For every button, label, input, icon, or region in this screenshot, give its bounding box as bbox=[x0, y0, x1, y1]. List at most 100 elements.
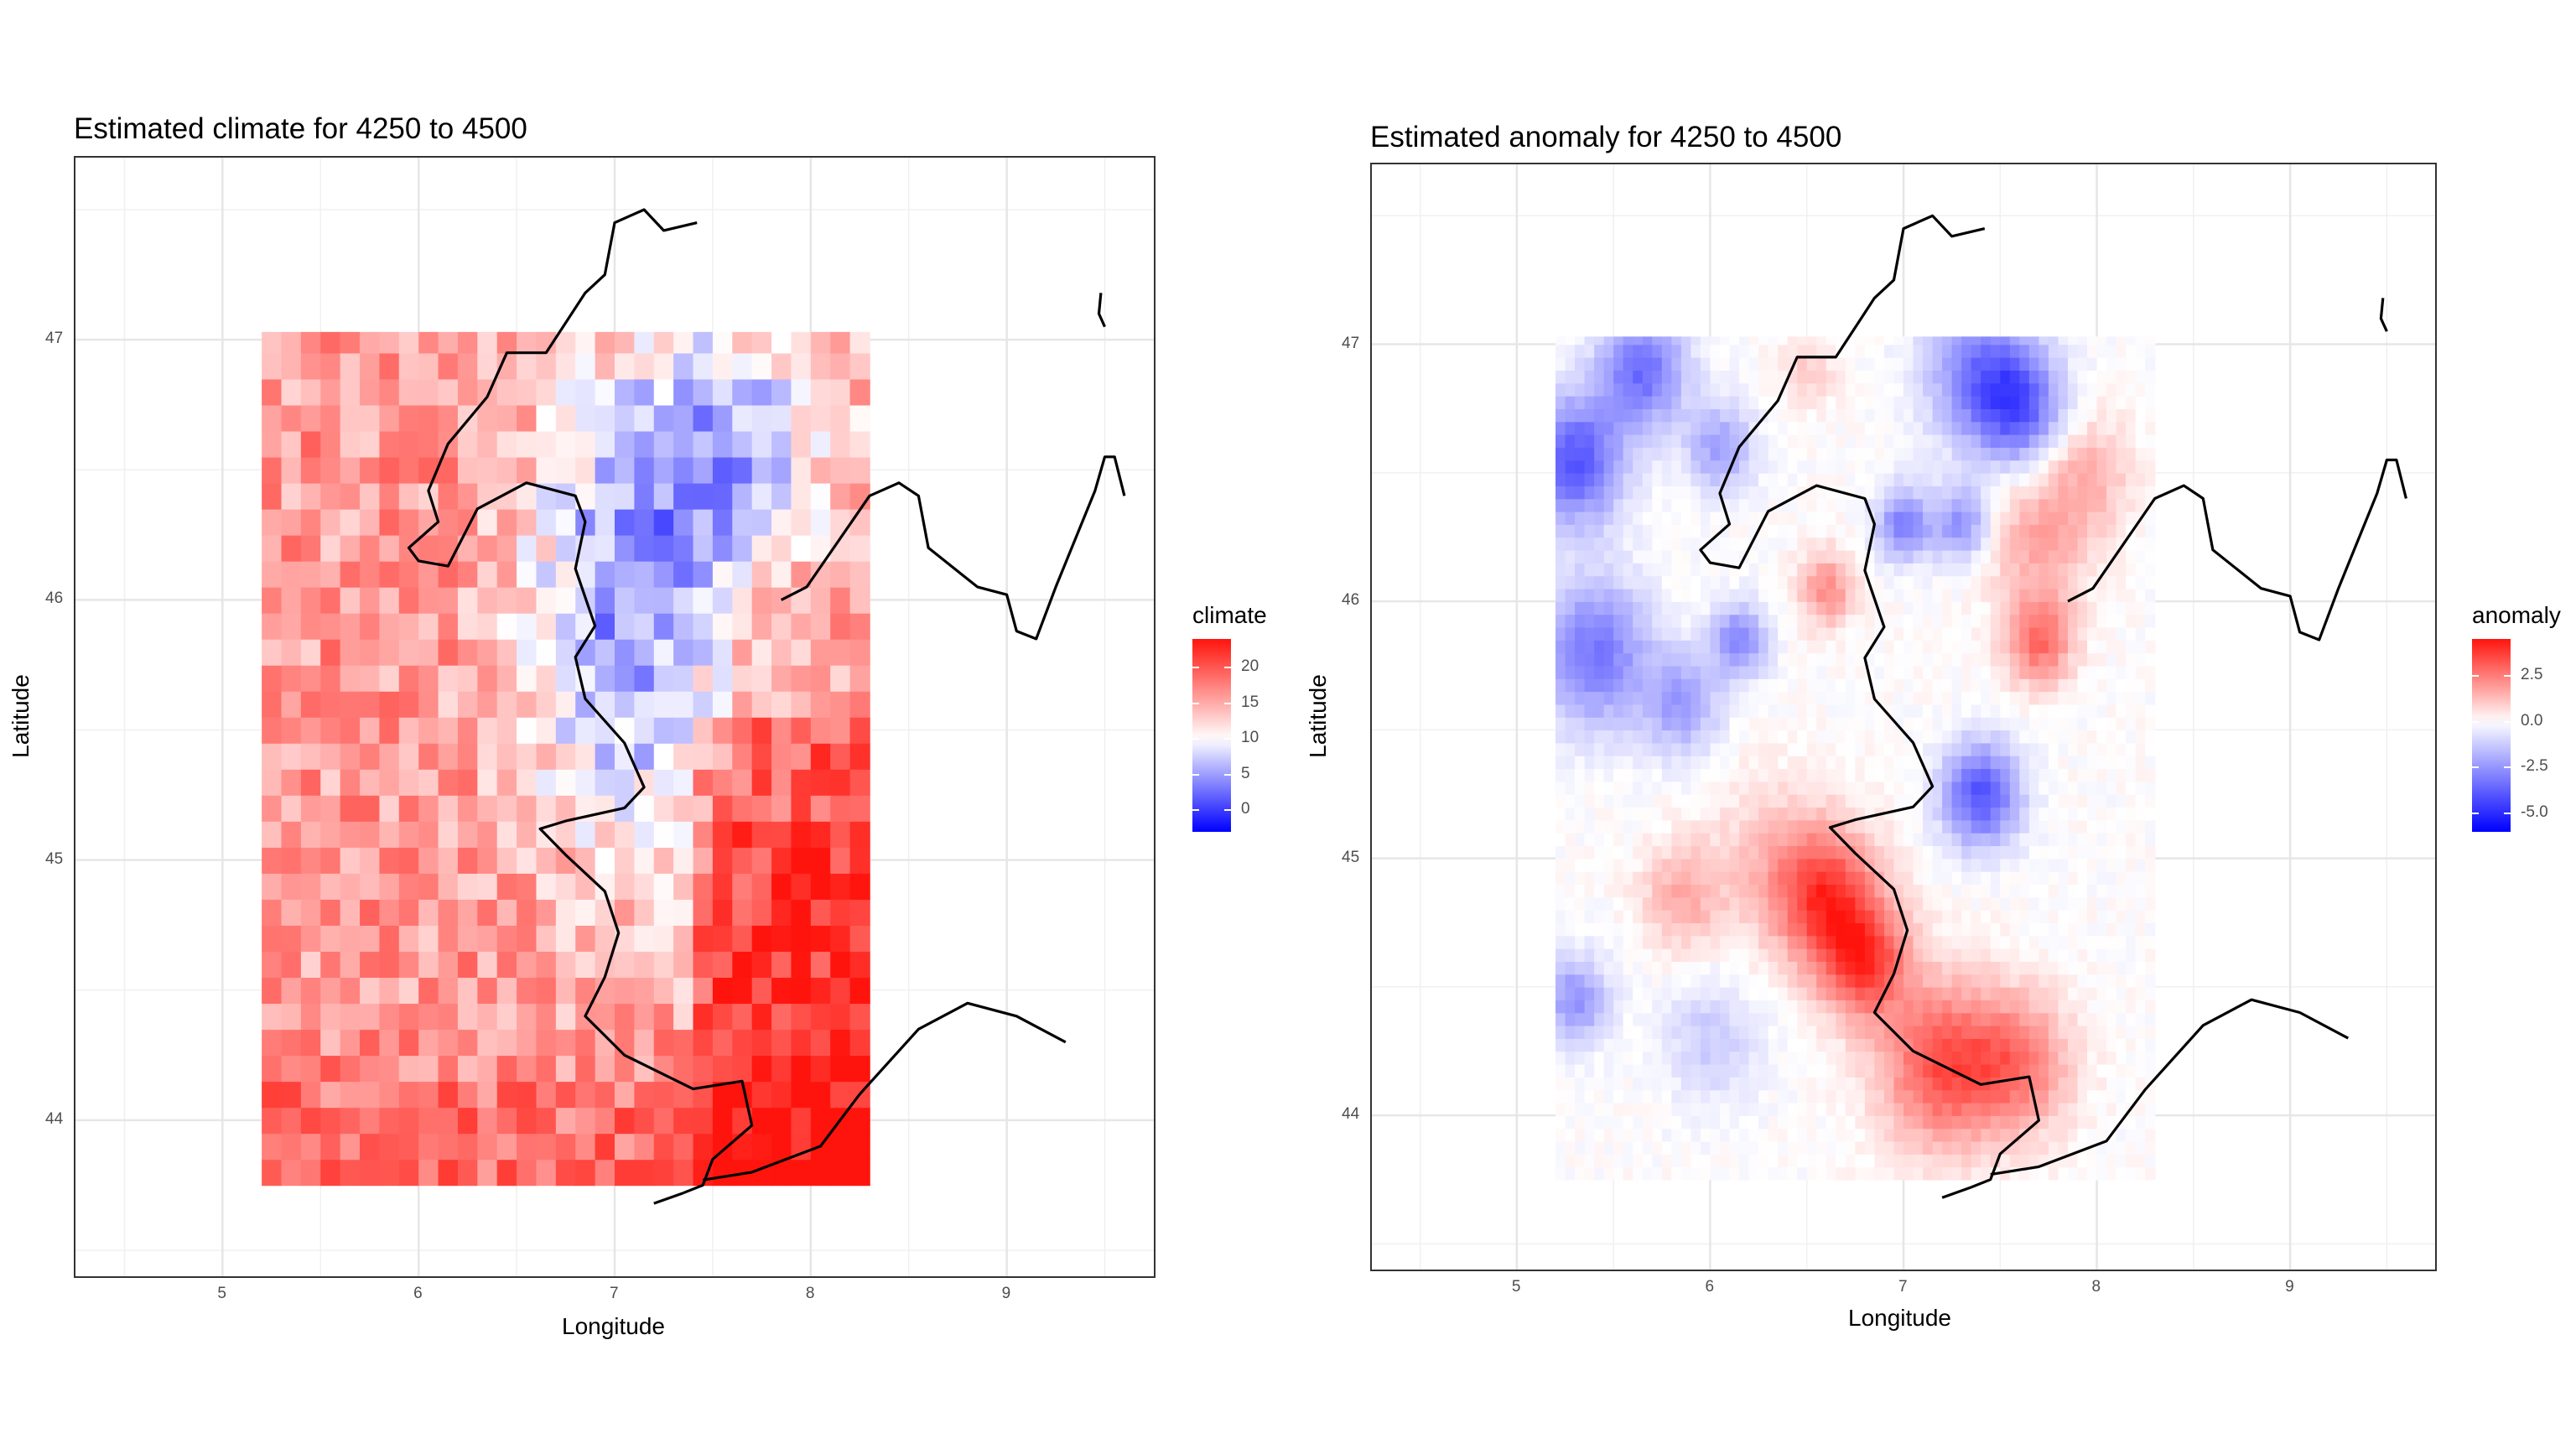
raster-cell bbox=[555, 977, 577, 1005]
raster-cell bbox=[1806, 1166, 1818, 1181]
raster-cell bbox=[1836, 336, 1846, 345]
raster-cell bbox=[1739, 588, 1750, 602]
raster-cell bbox=[2087, 1102, 2098, 1116]
raster-cell bbox=[2028, 460, 2040, 474]
raster-cell bbox=[2058, 807, 2069, 821]
raster-cell bbox=[2096, 421, 2107, 435]
raster-cell bbox=[2058, 1115, 2069, 1130]
raster-cell bbox=[1680, 336, 1692, 345]
raster-cell bbox=[1575, 819, 1586, 834]
raster-cell bbox=[1623, 948, 1634, 962]
raster-cell bbox=[2028, 421, 2040, 435]
raster-cell bbox=[418, 612, 439, 640]
raster-cell bbox=[1961, 704, 1972, 718]
raster-cell bbox=[2087, 717, 2098, 731]
raster-cell bbox=[1778, 1140, 1789, 1155]
raster-cell bbox=[379, 847, 400, 874]
raster-cell bbox=[2096, 807, 2107, 821]
raster-cell bbox=[575, 331, 596, 354]
raster-cell bbox=[1893, 870, 1904, 886]
raster-cell bbox=[477, 430, 498, 458]
raster-cell bbox=[398, 482, 419, 510]
raster-cell bbox=[1661, 1140, 1673, 1155]
raster-cell bbox=[2067, 408, 2079, 423]
raster-cell bbox=[2038, 588, 2049, 602]
raster-cell bbox=[1883, 755, 1895, 770]
raster-cell bbox=[575, 769, 596, 796]
raster-cell bbox=[2028, 781, 2040, 795]
raster-cell bbox=[849, 612, 870, 640]
raster-cell bbox=[1816, 845, 1827, 860]
raster-cell bbox=[1690, 858, 1701, 872]
raster-cell bbox=[1971, 511, 1982, 525]
raster-cell bbox=[2048, 742, 2059, 756]
raster-cell bbox=[398, 508, 419, 536]
raster-cell bbox=[1913, 819, 1924, 834]
raster-cell bbox=[1816, 1166, 1827, 1181]
raster-cell bbox=[1623, 870, 1634, 886]
raster-cell bbox=[1565, 356, 1576, 371]
raster-cell bbox=[1710, 408, 1721, 423]
raster-cell bbox=[2116, 1000, 2127, 1014]
raster-cell bbox=[1981, 408, 1992, 423]
raster-cell bbox=[1893, 370, 1904, 384]
raster-cell bbox=[2077, 652, 2088, 667]
raster-cell bbox=[2009, 717, 2021, 731]
raster-cell bbox=[2048, 896, 2059, 911]
raster-cell bbox=[2009, 1051, 2021, 1065]
raster-cell bbox=[1700, 1115, 1711, 1130]
raster-cell bbox=[693, 664, 714, 692]
raster-cell bbox=[673, 847, 694, 874]
raster-cell bbox=[673, 899, 694, 926]
raster-cell bbox=[1942, 588, 1953, 602]
raster-cell bbox=[1633, 421, 1644, 435]
raster-cell bbox=[1874, 537, 1885, 551]
raster-cell bbox=[2009, 678, 2021, 693]
raster-cell bbox=[517, 743, 538, 770]
raster-cell bbox=[1816, 460, 1827, 474]
raster-cell bbox=[1719, 896, 1731, 911]
raster-cell bbox=[379, 508, 400, 536]
raster-cell bbox=[810, 1107, 831, 1135]
raster-cell bbox=[1806, 1077, 1818, 1091]
raster-cell bbox=[1748, 434, 1759, 448]
raster-cell bbox=[1555, 1000, 1566, 1014]
raster-cell bbox=[1748, 1025, 1759, 1039]
raster-cell bbox=[1565, 858, 1576, 872]
raster-cell bbox=[1690, 909, 1701, 924]
raster-cell bbox=[1797, 1063, 1808, 1078]
raster-cell bbox=[1864, 1089, 1876, 1104]
heatmap-svg bbox=[1372, 164, 2435, 1270]
raster-cell bbox=[2077, 678, 2088, 693]
raster-cell bbox=[418, 638, 439, 666]
raster-cell bbox=[1845, 1063, 1857, 1078]
raster-cell bbox=[1565, 781, 1576, 795]
raster-cell bbox=[1990, 1102, 2002, 1116]
raster-cell bbox=[2106, 781, 2117, 795]
raster-cell bbox=[1748, 1012, 1759, 1026]
raster-cell bbox=[1971, 961, 1982, 975]
raster-cell bbox=[1768, 845, 1779, 860]
raster-cell bbox=[1981, 382, 1992, 397]
raster-cell bbox=[555, 1003, 577, 1031]
raster-cell bbox=[2048, 1115, 2059, 1130]
raster-cell bbox=[1661, 1166, 1673, 1181]
raster-cell bbox=[1942, 1000, 1953, 1014]
raster-cell bbox=[496, 769, 517, 796]
raster-cell bbox=[1797, 382, 1808, 397]
raster-cell bbox=[1932, 652, 1943, 667]
raster-cell bbox=[1748, 460, 1759, 474]
raster-cell bbox=[1903, 1077, 1914, 1091]
raster-cell bbox=[517, 847, 538, 874]
raster-cell bbox=[1603, 1115, 1614, 1130]
raster-cell bbox=[1700, 819, 1711, 834]
raster-cell bbox=[1710, 614, 1721, 628]
raster-cell bbox=[1874, 1077, 1885, 1091]
raster-cell bbox=[1806, 870, 1818, 886]
raster-cell bbox=[1710, 336, 1721, 345]
raster-cell bbox=[1797, 356, 1808, 371]
raster-cell bbox=[496, 743, 517, 770]
legend-tick-label: 5 bbox=[1241, 764, 1250, 782]
raster-cell bbox=[1816, 344, 1827, 358]
raster-cell bbox=[1855, 678, 1866, 693]
